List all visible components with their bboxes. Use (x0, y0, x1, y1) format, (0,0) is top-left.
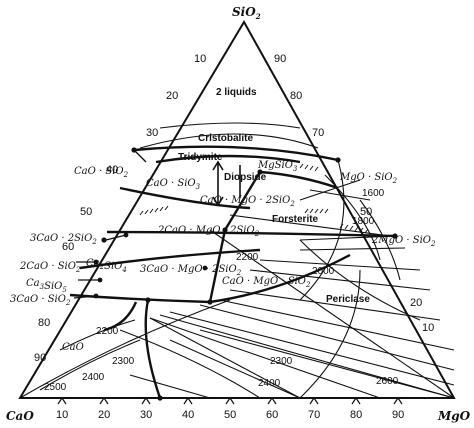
tick-left: 60 (62, 241, 74, 253)
tick-bottom: 10 (56, 409, 68, 421)
apex-cao: CaO (6, 409, 34, 423)
tick-bottom: 60 (266, 409, 278, 421)
compound-label: Ca2SiO4 (86, 258, 127, 274)
compound-label: CaO · MgO · SiO2 (222, 276, 311, 289)
triangle-outline (18, 19, 456, 399)
tick-bottom: 70 (308, 409, 320, 421)
apex-sio2: SiO2 (232, 5, 261, 21)
compound-label: 3CaO · SiO2 (10, 294, 71, 307)
tick-right: 20 (410, 297, 422, 309)
apex-mgo: MgO (437, 409, 471, 423)
field-forsterite: Forsterite (272, 214, 319, 225)
tick-right: 90 (274, 53, 286, 65)
tick-bottom: 40 (182, 409, 194, 421)
isotherm-label: 2600 (376, 376, 399, 387)
compound-label: 2MgO · SiO2 (371, 235, 436, 248)
tick-bottom: 90 (392, 409, 404, 421)
compound-label: MgSiO3 (257, 160, 298, 173)
tick-left: 90 (34, 352, 46, 364)
tick-bottom: 20 (98, 409, 110, 421)
tick-right: 70 (312, 127, 324, 139)
isotherm-label: 1600 (362, 188, 385, 199)
tick-left: 40 (106, 164, 118, 176)
tick-right: 80 (290, 90, 302, 102)
field-2-liquids: 2 liquids (216, 87, 257, 98)
isotherm-label: 2000 (312, 266, 335, 277)
field-cristobalite: Cristobalite (198, 133, 253, 144)
compound-label: CaO · SiO3 (146, 178, 201, 191)
isotherm-label: 2500 (44, 382, 67, 393)
tick-left: 30 (146, 127, 158, 139)
compound-label: 3CaO · 2SiO2 (30, 233, 97, 246)
tick-left: 20 (166, 90, 178, 102)
compound-label: 3CaO · MgO · 2SiO2 (140, 264, 242, 277)
field-tridymite: Tridymite (178, 152, 223, 163)
tick-bottom: 30 (140, 409, 152, 421)
isotherm-label: 2300 (112, 356, 135, 367)
compound-label: Ca3SiO5 (26, 278, 67, 294)
field-diopside: Diopside (224, 172, 267, 183)
compound-label: 2CaO · MgO · 2SiO2 (157, 225, 260, 238)
compound-label: CaO · MgO · 2SiO2 (200, 195, 295, 208)
tick-right: 50 (360, 206, 372, 218)
tick-left: 80 (38, 317, 50, 329)
isotherm-label: 2300 (270, 356, 293, 367)
tick-bottom: 80 (350, 409, 362, 421)
tick-left: 10 (194, 53, 206, 65)
tick-right: 10 (422, 322, 434, 334)
isotherm-label: 2200 (236, 252, 259, 263)
isotherm-label: 2200 (96, 326, 119, 337)
isotherm-label: 2400 (258, 378, 281, 389)
compound-label: 2CaO · SiO2 (19, 261, 81, 274)
compound-label: CaO · SiO2 (74, 166, 129, 179)
isotherm-label: 2400 (82, 372, 105, 383)
tick-left: 50 (80, 206, 92, 218)
field-periclase: Periclase (326, 294, 370, 305)
compound-label: MgO · SiO2 (339, 172, 398, 185)
tick-bottom: 50 (224, 409, 236, 421)
isotherm-label: 1800 (352, 216, 375, 227)
compound-label: CaO (62, 342, 84, 353)
